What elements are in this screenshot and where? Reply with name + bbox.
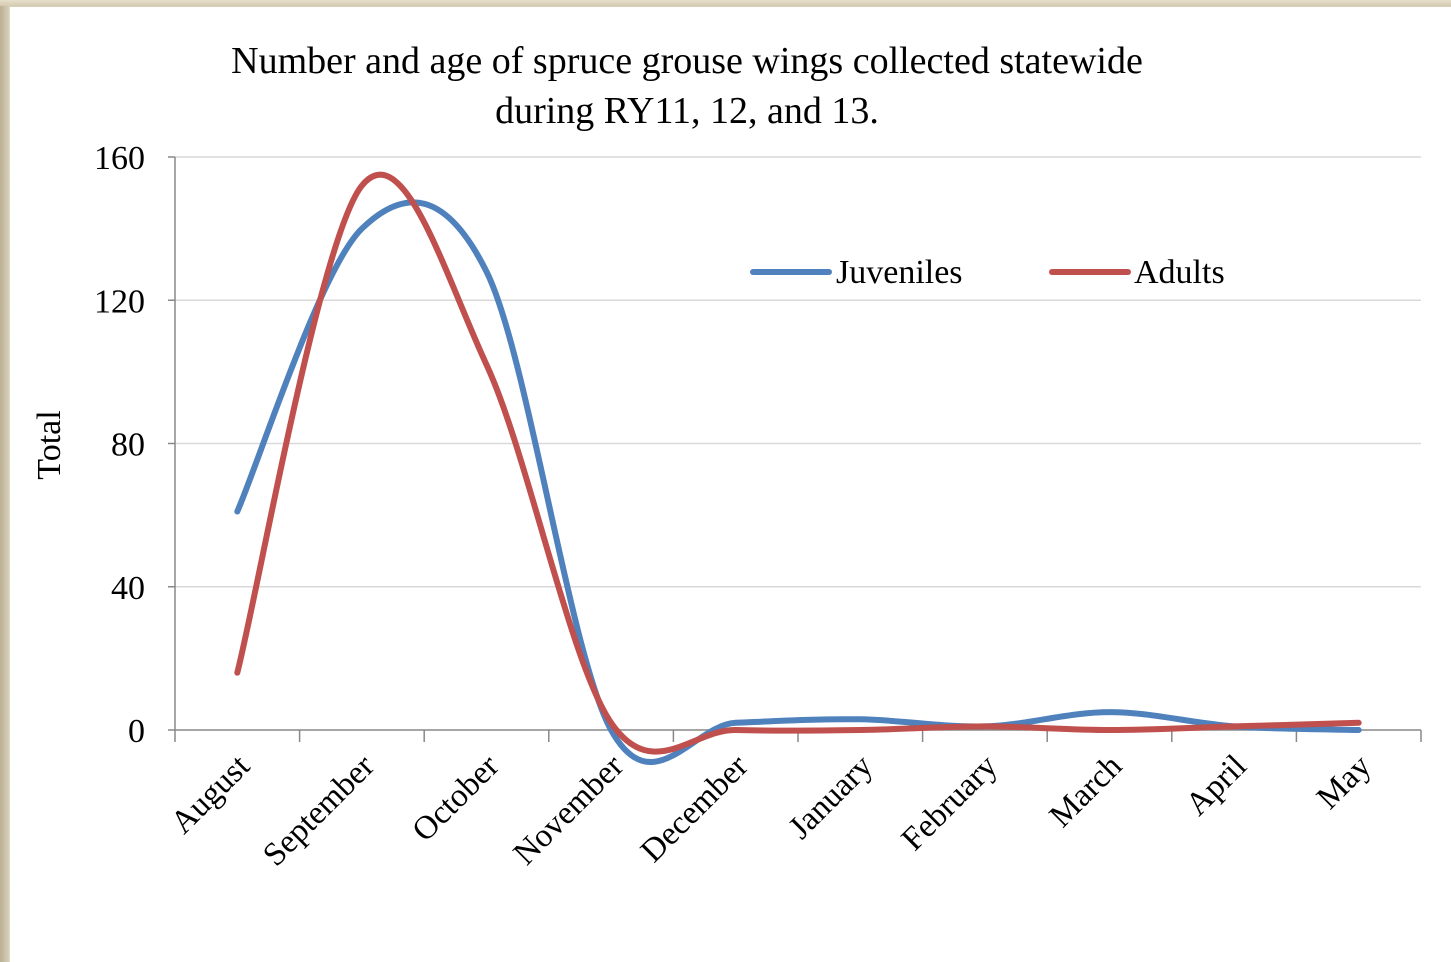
legend-label-juveniles: Juveniles bbox=[836, 254, 963, 291]
chart-title-line-2: during RY11, 12, and 13. bbox=[495, 90, 879, 132]
x-tick-label: November bbox=[507, 748, 631, 872]
y-tick-label: 80 bbox=[111, 427, 145, 464]
x-tick-label: September bbox=[256, 748, 381, 873]
x-tick-label: October bbox=[406, 748, 507, 849]
chart-title-line-1: Number and age of spruce grouse wings co… bbox=[231, 40, 1143, 82]
x-tick-label: December bbox=[634, 748, 755, 869]
gridlines bbox=[168, 157, 1421, 730]
y-tick-labels: 0 40 80 120 160 bbox=[94, 140, 145, 750]
legend-label-adults: Adults bbox=[1134, 254, 1225, 291]
y-tick-label: 40 bbox=[111, 570, 145, 607]
x-tick-label: March bbox=[1043, 748, 1130, 835]
axes bbox=[175, 157, 1421, 742]
x-tick-label: April bbox=[1179, 748, 1254, 823]
x-tick-label: January bbox=[782, 748, 880, 846]
y-tick-label: 160 bbox=[94, 140, 145, 177]
x-tick-label: May bbox=[1310, 748, 1379, 817]
x-tick-label: February bbox=[895, 748, 1005, 858]
y-axis-label: Total bbox=[31, 410, 68, 479]
x-tick-label: August bbox=[164, 748, 257, 841]
y-tick-label: 120 bbox=[94, 283, 145, 320]
y-tick-label: 0 bbox=[128, 713, 145, 750]
legend: Juveniles Adults bbox=[753, 254, 1225, 291]
